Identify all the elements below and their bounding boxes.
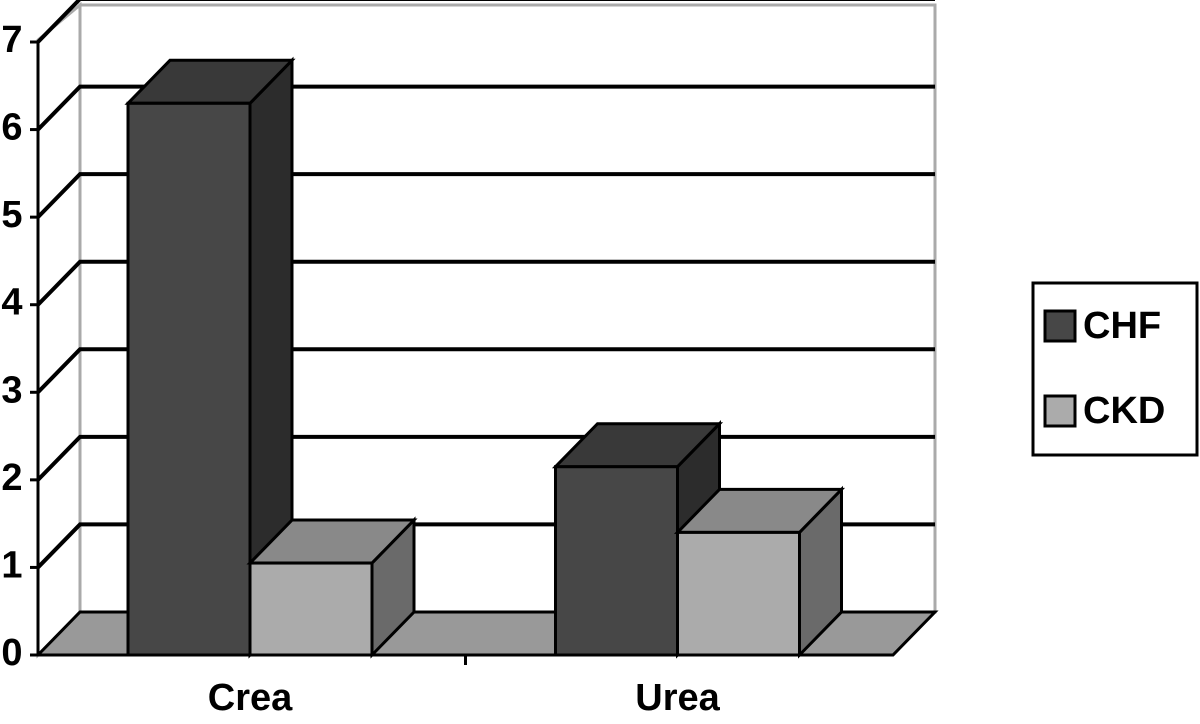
bar-front bbox=[676, 530, 801, 657]
x-tick-label: Urea bbox=[635, 677, 720, 719]
bar bbox=[246, 516, 418, 659]
legend-label: CHF bbox=[1083, 305, 1161, 347]
grid-line bbox=[36, 84, 935, 131]
y-tick-label: 1 bbox=[1, 544, 22, 586]
legend-swatch bbox=[1043, 309, 1077, 343]
grid-line bbox=[36, 347, 935, 394]
x-tick-label: Crea bbox=[208, 677, 293, 719]
bar-front bbox=[248, 561, 374, 657]
legend: CHF CKD bbox=[1031, 281, 1199, 457]
legend-label: CKD bbox=[1083, 390, 1165, 432]
bar bbox=[673, 485, 846, 659]
y-tick-label: 6 bbox=[1, 107, 22, 149]
bar-front bbox=[126, 101, 252, 657]
side-wall bbox=[36, 1, 82, 659]
y-tick-label: 0 bbox=[1, 632, 22, 674]
y-tick-label: 2 bbox=[1, 457, 22, 499]
grid-line bbox=[36, 0, 935, 44]
grid-line bbox=[36, 172, 935, 219]
bar bbox=[124, 56, 296, 659]
legend-swatch bbox=[1043, 394, 1077, 428]
y-tick-label: 5 bbox=[1, 194, 22, 236]
y-tick-label: 7 bbox=[1, 19, 22, 61]
bar-front bbox=[554, 465, 679, 657]
y-tick-label: 3 bbox=[1, 369, 22, 411]
y-tick-label: 4 bbox=[1, 282, 22, 324]
grid-line bbox=[36, 259, 935, 307]
